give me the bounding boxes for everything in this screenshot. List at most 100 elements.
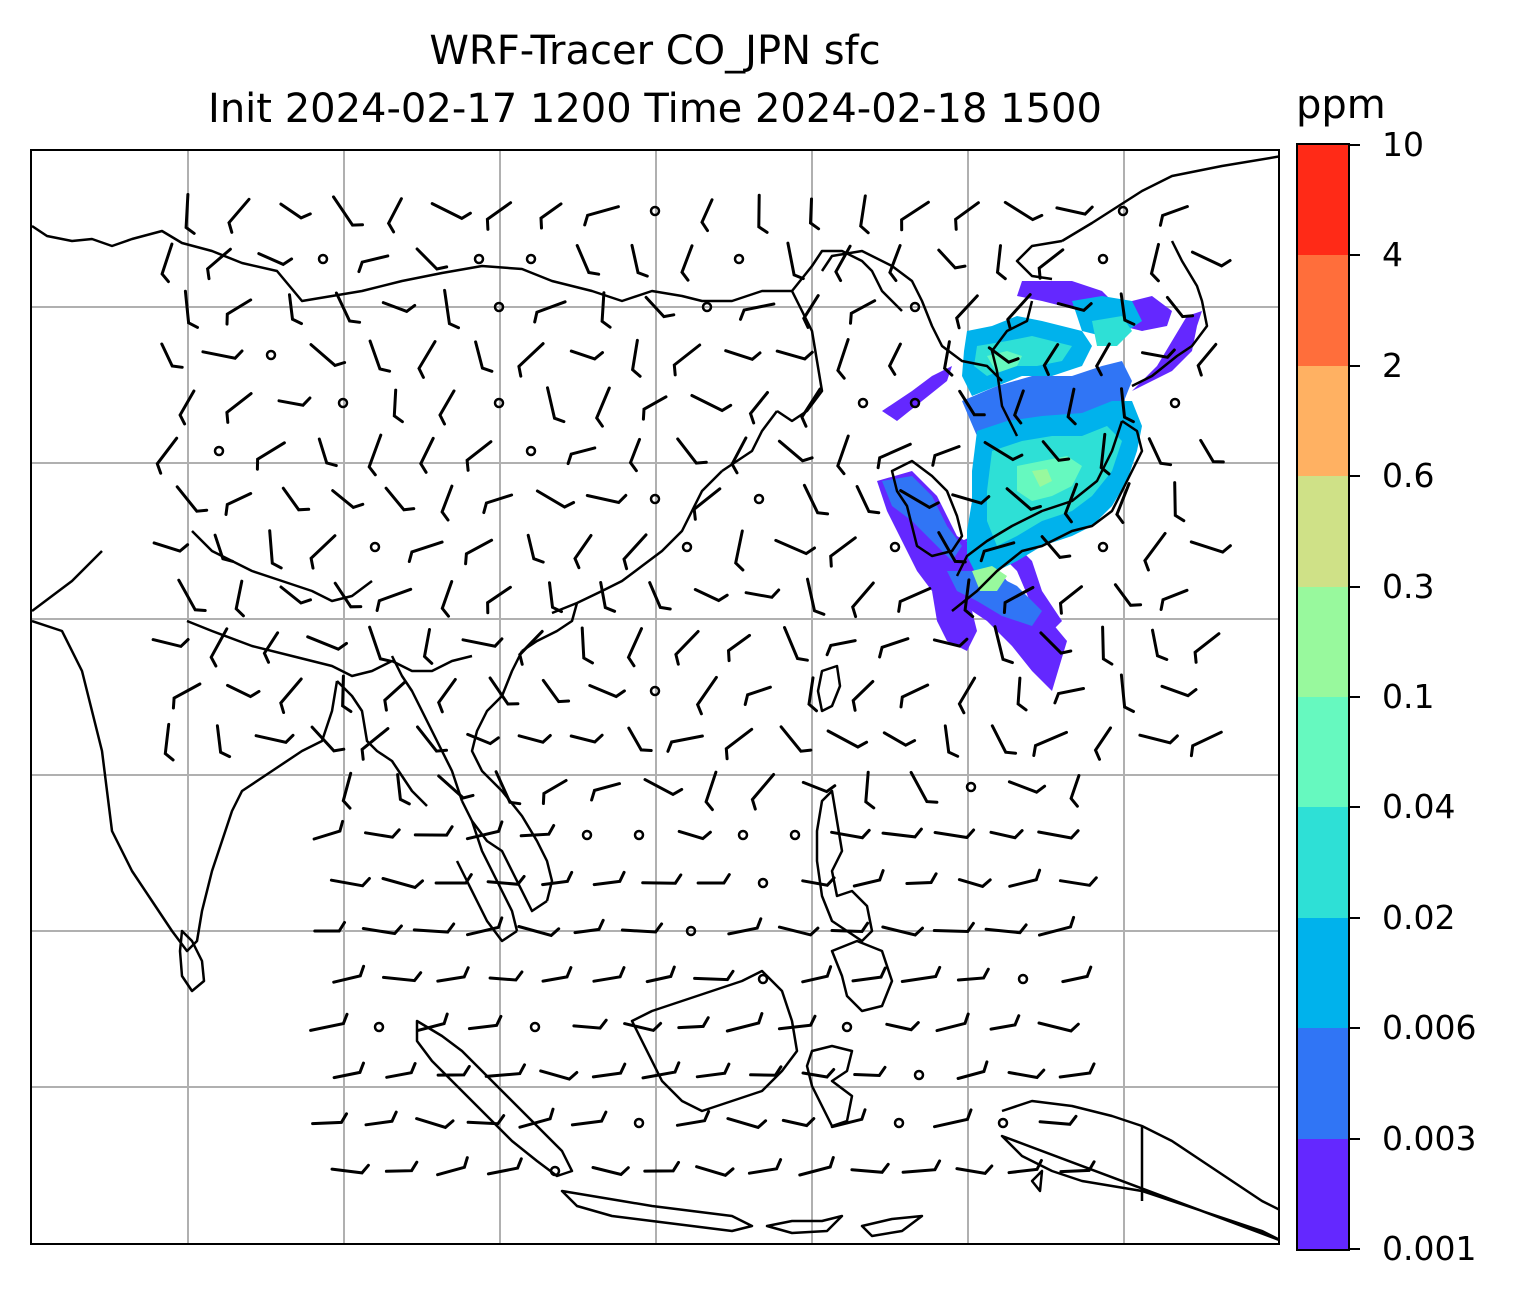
wind-barb (541, 779, 568, 805)
coastline-segment (820, 249, 1003, 382)
wind-barb (690, 394, 733, 413)
colorbar-tick-label: 0.003 (1382, 1118, 1477, 1158)
wind-barb (995, 244, 1007, 281)
wind-barb (641, 395, 668, 421)
wind-barb (622, 533, 648, 571)
wind-barb (332, 964, 366, 984)
wind-barb (855, 485, 881, 515)
wind-barb (1151, 628, 1169, 661)
wind-barb (987, 346, 1020, 364)
wind-barb (1173, 481, 1186, 523)
wind-barb-calm (965, 781, 977, 793)
wind-barb (876, 442, 912, 470)
coastline-segment (816, 664, 842, 713)
wind-barb (422, 628, 434, 665)
coastline-segment (455, 860, 518, 943)
wind-barb (436, 966, 470, 983)
wind-barb (331, 489, 365, 510)
wind-barb (333, 581, 363, 609)
wind-barb (467, 1014, 503, 1031)
wind-barb (1190, 250, 1232, 268)
wind-barb (535, 489, 576, 509)
wind-barb (482, 493, 514, 515)
wind-barb (798, 1156, 835, 1177)
wind-barbs (151, 193, 1232, 1177)
wind-barb (386, 197, 403, 234)
wind-barb (155, 436, 179, 475)
wind-barb (257, 252, 294, 267)
wind-barb (1056, 302, 1093, 313)
plume-contour (1032, 469, 1052, 487)
wind-barb (1058, 876, 1098, 887)
wind-barb (281, 486, 311, 512)
colorbar-tick-label: 0.006 (1382, 1008, 1477, 1048)
wind-barb (807, 676, 818, 713)
wind-barb (430, 202, 472, 221)
map-canvas (32, 151, 1278, 1243)
wind-barb-calm (737, 829, 749, 841)
wind-barb (882, 731, 917, 747)
coastline-segment (1001, 1099, 1278, 1211)
wind-barb (801, 1068, 836, 1079)
wind-barb (474, 340, 494, 373)
wind-barb-calm (757, 973, 769, 985)
wind-barb (440, 484, 454, 522)
wind-barb (209, 627, 229, 668)
wind-barb (413, 825, 454, 837)
wind-barb (184, 193, 196, 235)
wind-barb (382, 971, 423, 983)
wind-barb (829, 536, 857, 568)
wind-barb (309, 1012, 349, 1032)
wind-barb (677, 1016, 710, 1030)
wind-barb (171, 682, 202, 710)
wind-barb (695, 1062, 731, 1079)
wind-barb (415, 247, 449, 271)
wind-barb (951, 493, 991, 505)
plume-contour (882, 366, 952, 421)
wind-barb (201, 349, 244, 360)
coastline-segment (336, 680, 428, 807)
wind-barb-calm (909, 301, 921, 313)
wind-barb (1042, 343, 1060, 376)
wind-barb (566, 446, 597, 466)
wind-barb (739, 302, 776, 321)
wind-barb (436, 1156, 469, 1177)
wind-barb (600, 291, 612, 329)
title-line-1: WRF-Tracer CO_JPN sfc (429, 28, 881, 74)
wind-barb (526, 533, 545, 564)
wind-barb (1058, 585, 1083, 615)
wind-barb-calm (1017, 973, 1029, 985)
wind-barb-calm (529, 1021, 541, 1033)
wind-barb (488, 676, 520, 706)
wind-barb (436, 1064, 471, 1077)
wind-barb-calm (1117, 205, 1129, 217)
wind-barb (954, 201, 980, 231)
wind-barb (1007, 1068, 1046, 1080)
wind-barb (1063, 482, 1079, 524)
wind-barb (488, 970, 524, 982)
wind-barb (443, 288, 460, 330)
wind-barb (412, 922, 456, 934)
wind-barb (887, 342, 902, 376)
wind-barb (743, 685, 772, 706)
wind-barb (317, 437, 338, 468)
colorbar-tick (1350, 1137, 1360, 1140)
wind-barb (984, 923, 1028, 935)
wind-barb (438, 389, 456, 426)
colorbar-tick-label: 0.3 (1382, 566, 1435, 606)
wind-barb (367, 433, 383, 477)
colorbar-tick (1350, 364, 1360, 367)
wind-barb (1013, 389, 1025, 425)
colorbar-segment (1298, 144, 1348, 256)
wind-barb-calm (549, 1165, 561, 1177)
wind-barb-calm (889, 541, 901, 553)
wind-barb (641, 873, 683, 885)
coastline-segment (390, 655, 464, 802)
wind-barb (591, 1062, 627, 1079)
wind-barb (630, 243, 649, 278)
wind-barb (1138, 733, 1179, 745)
wind-barb (801, 965, 833, 984)
colorbar-segment (1298, 806, 1348, 918)
wind-barb (234, 579, 245, 618)
colorbar-tick (1350, 585, 1360, 588)
